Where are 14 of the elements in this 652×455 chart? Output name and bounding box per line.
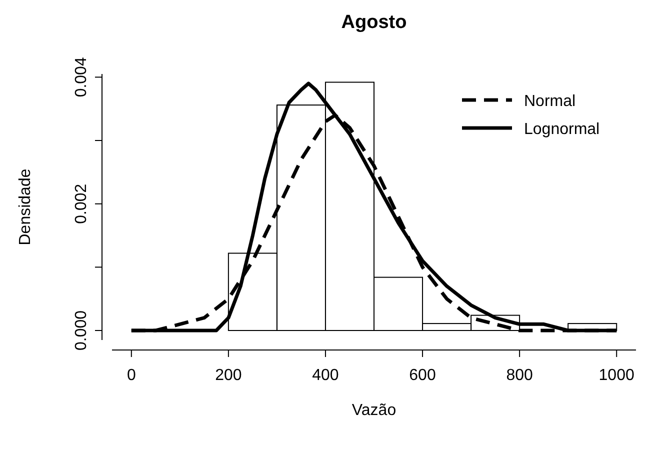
y-axis-title: Densidade [17,168,34,246]
y-tick-label: 0.002 [73,184,90,224]
y-tick-label: 0.000 [73,310,90,351]
x-tick-label: 200 [215,367,242,384]
y-tick-label: 0.004 [73,57,90,98]
x-tick-label: 800 [506,367,533,384]
x-axis-title: Vazão [352,402,396,419]
legend-label: Normal [524,93,576,110]
x-tick-label: 400 [312,367,339,384]
x-tick-label: 600 [409,367,436,384]
x-tick-label: 0 [126,367,136,384]
chart-title: Agosto [341,12,407,33]
x-tick-label: 1000 [598,367,634,384]
legend-label: Lognormal [524,121,600,138]
